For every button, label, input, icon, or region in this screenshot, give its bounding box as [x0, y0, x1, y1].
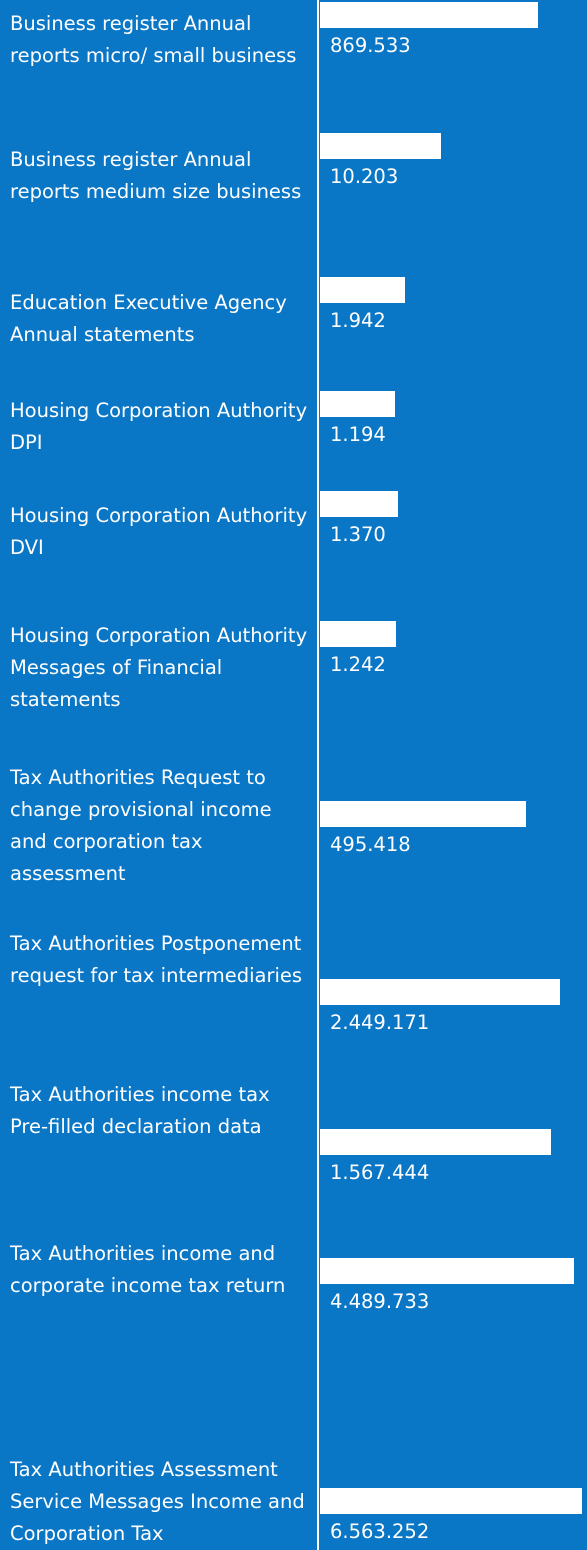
category-label: Housing Corporation Authority DPI: [10, 399, 308, 454]
category-label: Housing Corporation Authority DVI: [10, 504, 308, 559]
value-label: 1.242: [330, 653, 386, 676]
category-label: Tax Authorities Request to change provis…: [10, 766, 272, 885]
axis-line: [317, 0, 319, 1550]
bar: [320, 979, 561, 1005]
category-label: Education Executive Agency Annual statem…: [10, 291, 287, 346]
value-label: 10.203: [330, 165, 399, 188]
value-label: 2.449.171: [330, 1011, 430, 1034]
value-label: 495.418: [330, 833, 411, 856]
bar: [320, 2, 538, 28]
bar: [320, 491, 398, 517]
bar: [320, 133, 442, 159]
value-label: 869.533: [330, 34, 411, 57]
category-label: Housing Corporation Authority Messages o…: [10, 624, 308, 711]
bar: [320, 621, 396, 647]
category-label: Tax Authorities income tax Pre-filled de…: [10, 1083, 270, 1138]
bar: [320, 277, 406, 303]
value-label: 1.370: [330, 523, 386, 546]
category-label: Tax Authorities Postponement request for…: [10, 932, 303, 987]
bar: [320, 1129, 551, 1155]
value-label: 1.942: [330, 309, 386, 332]
category-label: Tax Authorities income and corporate inc…: [10, 1242, 286, 1297]
category-label: Business register Annual reports micro/ …: [10, 12, 297, 67]
value-label: 4.489.733: [330, 1290, 430, 1313]
value-label: 1.194: [330, 423, 386, 446]
value-label: 1.567.444: [330, 1161, 430, 1184]
bar: [320, 1258, 574, 1284]
value-label: 6.563.252: [330, 1520, 430, 1543]
bar: [320, 801, 526, 827]
bar: [320, 1488, 582, 1514]
bar: [320, 391, 395, 417]
category-label: Tax Authorities Assessment Service Messa…: [10, 1458, 305, 1545]
category-label: Business register Annual reports medium …: [10, 148, 302, 203]
